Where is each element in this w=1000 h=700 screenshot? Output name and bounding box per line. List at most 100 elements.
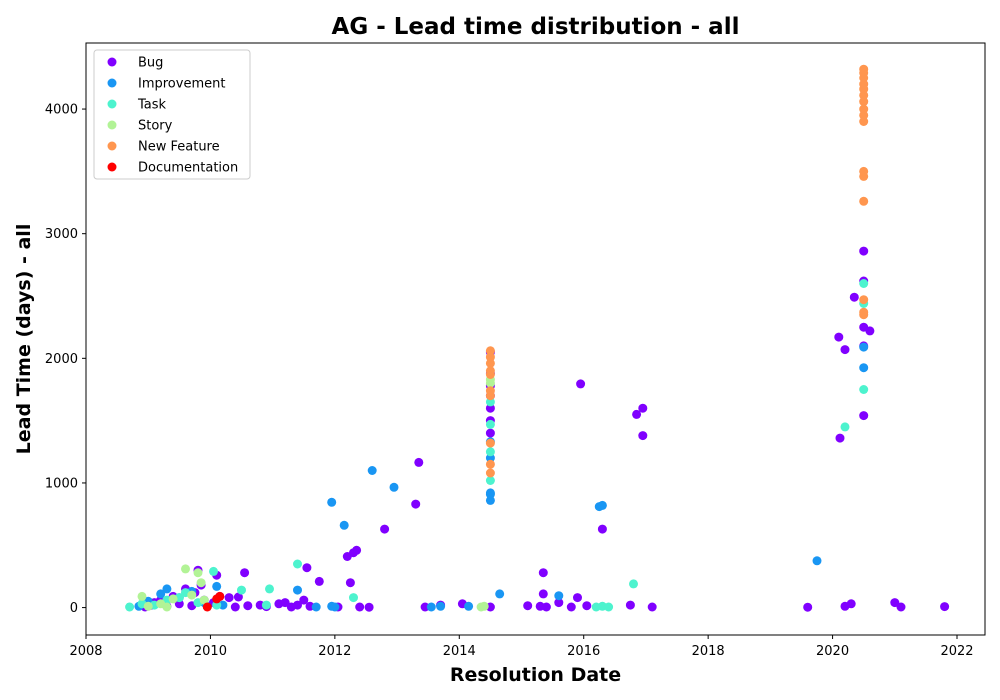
data-point — [464, 601, 474, 611]
data-point — [143, 601, 153, 611]
data-point — [352, 545, 362, 555]
data-point — [485, 476, 495, 485]
data-point — [389, 482, 399, 492]
legend-item: Improvement — [107, 77, 225, 92]
data-point — [859, 110, 869, 120]
legend-marker — [107, 78, 117, 88]
data-point — [137, 591, 147, 601]
legend-item: Bug — [107, 56, 163, 71]
y-axis-label: Lead Time (days) - all — [13, 224, 35, 455]
legend-marker — [107, 162, 117, 172]
x-tick-label: 2022 — [940, 644, 973, 659]
data-point — [156, 589, 166, 599]
data-point — [638, 403, 648, 413]
data-point — [293, 585, 302, 595]
data-point — [638, 431, 648, 441]
data-point — [859, 411, 869, 421]
data-point — [859, 246, 869, 256]
series-new-feature — [485, 64, 869, 478]
data-point — [330, 602, 340, 612]
legend-label: Documentation — [138, 161, 238, 176]
data-points — [125, 64, 950, 612]
data-point — [485, 397, 495, 407]
data-point — [181, 564, 190, 574]
data-point — [485, 386, 495, 396]
legend-label: Improvement — [138, 77, 225, 92]
data-point — [485, 468, 495, 478]
legend-label: Story — [138, 119, 173, 134]
legend-item: Task — [107, 98, 167, 113]
data-point — [485, 453, 495, 463]
data-point — [859, 196, 869, 206]
data-point — [647, 602, 657, 612]
data-point — [436, 601, 446, 611]
data-point — [364, 602, 374, 612]
data-point — [840, 345, 850, 355]
data-point — [485, 447, 495, 457]
data-point — [479, 601, 489, 611]
y-tick-label: 3000 — [45, 227, 78, 242]
x-tick-label: 2016 — [567, 644, 600, 659]
data-point — [299, 595, 309, 605]
data-point — [218, 600, 228, 610]
data-point — [485, 488, 495, 498]
data-point — [859, 363, 869, 373]
data-point — [215, 591, 225, 601]
data-point — [485, 358, 495, 368]
data-point — [604, 602, 614, 612]
x-tick-label: 2020 — [816, 644, 849, 659]
data-point — [538, 568, 548, 578]
y-tick-label: 0 — [70, 601, 78, 616]
data-point — [240, 568, 250, 578]
data-point — [355, 602, 365, 612]
legend-marker — [107, 57, 117, 67]
data-point — [859, 64, 869, 74]
data-point — [566, 602, 576, 612]
x-axis-label: Resolution Date — [450, 664, 621, 686]
plot-frame — [85, 42, 986, 636]
data-point — [339, 520, 349, 530]
data-point — [261, 600, 271, 610]
data-point — [162, 602, 172, 612]
data-point — [859, 279, 869, 288]
legend-marker — [107, 99, 117, 109]
data-point — [859, 104, 869, 114]
legend-label: Bug — [138, 56, 163, 71]
data-point — [414, 457, 424, 467]
data-point — [485, 428, 495, 438]
data-point — [212, 600, 222, 610]
data-point — [199, 595, 209, 605]
data-point — [865, 326, 875, 336]
legend-label: New Feature — [138, 140, 220, 155]
data-point — [237, 585, 246, 595]
data-point — [554, 598, 564, 608]
legend-item: Documentation — [107, 161, 238, 176]
data-point — [859, 79, 869, 89]
data-point — [230, 602, 240, 612]
y-tick-label: 1000 — [45, 476, 78, 491]
data-point — [293, 559, 302, 569]
data-point — [940, 602, 950, 612]
data-point — [327, 497, 337, 507]
data-point — [209, 566, 218, 576]
data-point — [168, 594, 178, 604]
series-story — [137, 375, 495, 612]
data-point — [367, 466, 377, 475]
data-point — [420, 602, 430, 612]
data-point — [243, 601, 253, 611]
x-tick-label: 2008 — [69, 644, 102, 659]
series-task — [125, 279, 869, 612]
data-point — [523, 601, 533, 611]
data-point — [311, 602, 321, 612]
data-point — [859, 307, 869, 317]
data-point — [495, 589, 505, 599]
data-point — [573, 593, 582, 603]
data-point — [859, 97, 869, 107]
data-point — [803, 602, 813, 612]
x-tick-label: 2010 — [194, 644, 227, 659]
data-point — [193, 568, 203, 578]
legend-frame — [93, 49, 251, 180]
legend-label: Task — [137, 98, 167, 113]
legend-item: Story — [107, 119, 173, 134]
